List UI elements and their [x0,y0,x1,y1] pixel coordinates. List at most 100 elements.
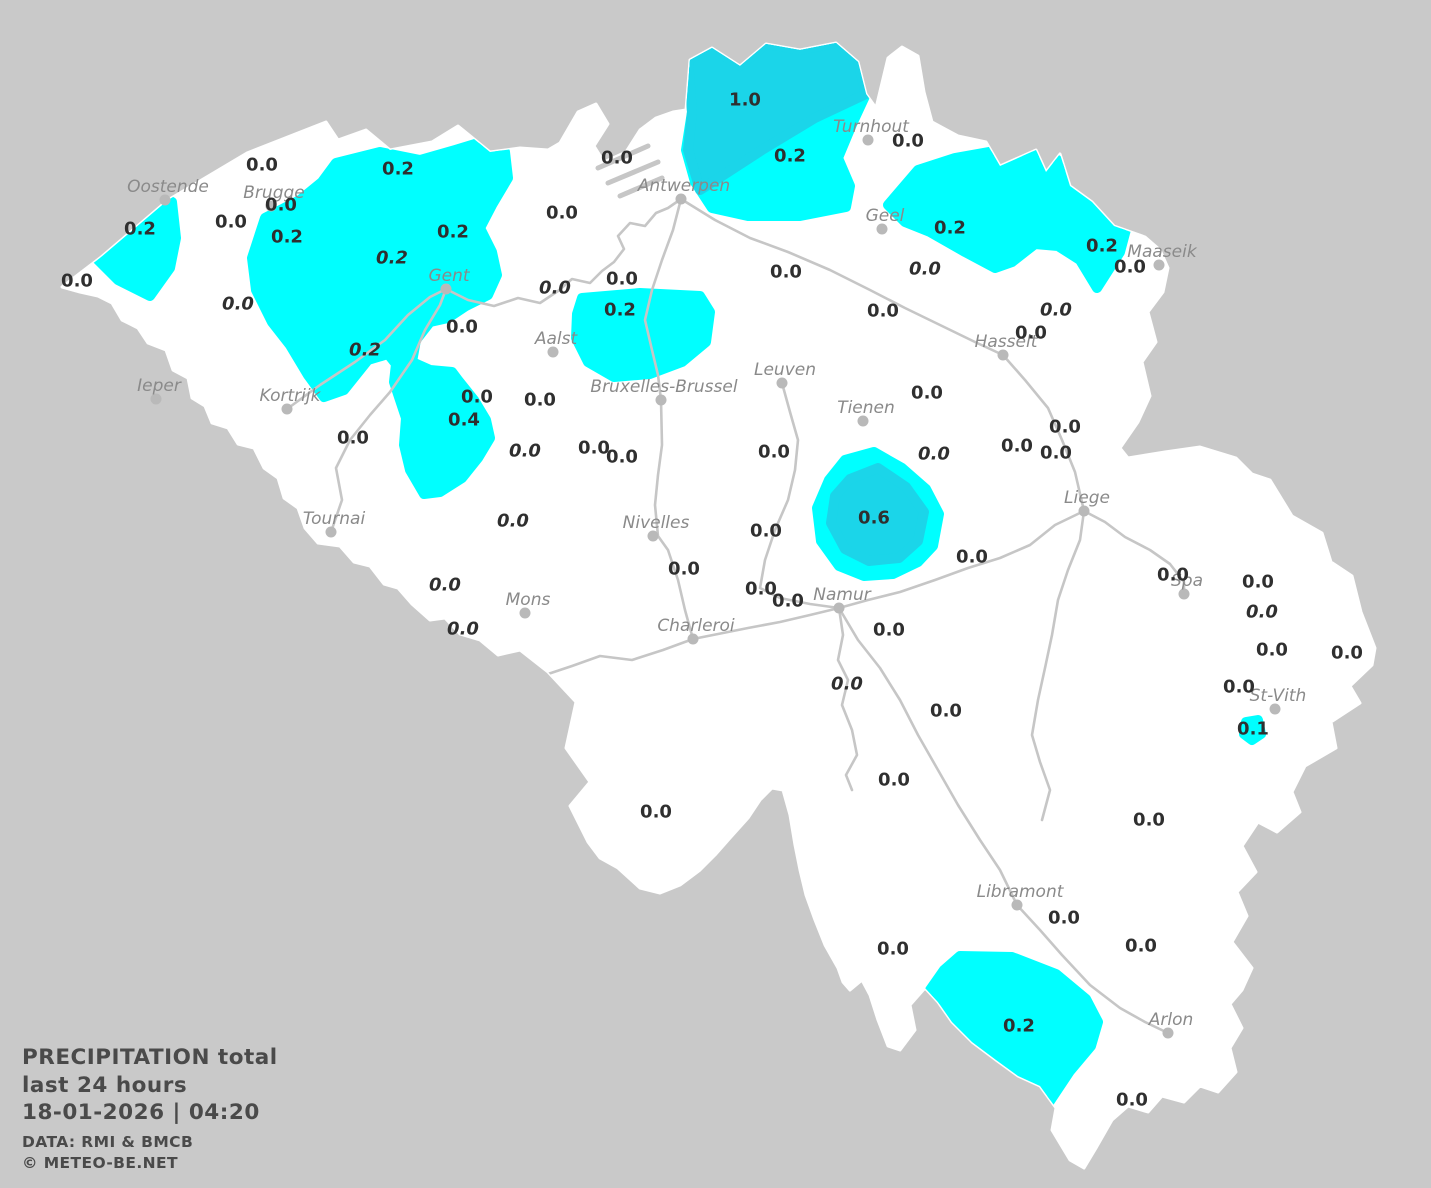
city-label: Spa [1171,571,1203,591]
city-label: Nivelles [623,513,690,533]
city-dot [997,349,1009,361]
city-label: Bruxelles-Brussel [590,377,737,397]
legend-copyright: © METEO-BE.NET [22,1154,178,1173]
city-label: Charleroi [657,616,735,636]
precip-region-antwerpen-north-core [683,43,871,195]
station-value: 0.0 [509,441,541,462]
station-value: 0.0 [758,442,790,463]
station-value: 0.0 [1246,602,1278,623]
station-value: 0.0 [446,317,478,338]
city-label: Tienen [837,398,895,418]
station-value: 0.0 [640,802,672,823]
city-dot [675,193,687,205]
legend-title: PRECIPITATION total [22,1045,278,1070]
road-line [444,197,683,308]
road-line [329,287,448,534]
city-dot [519,607,531,619]
city-dot [687,633,699,645]
station-value: 0.0 [668,559,700,580]
station-value: 0.2 [1086,236,1118,257]
city-dot [159,194,171,206]
city-label: Aalst [534,329,579,349]
legend-source: DATA: RMI & BMCB [22,1132,194,1151]
station-value: 0.0 [1223,677,1255,698]
station-value: 0.0 [956,547,988,568]
station-value: 0.2 [349,340,381,361]
road-line [285,287,448,411]
station-value: 0.0 [1125,936,1157,957]
city-label: Liege [1064,488,1110,508]
city-dot [876,223,888,235]
station-value: 0.0 [1242,572,1274,593]
city-label: Namur [813,585,871,605]
station-value: 0.0 [215,212,247,233]
station-value: 0.0 [909,259,941,280]
station-value: 0.2 [1003,1016,1035,1037]
city-label: Brugge [243,183,304,203]
station-value: 0.2 [124,219,156,240]
station-value: 0.0 [918,444,950,465]
city-label: Libramont [977,882,1065,902]
station-value: 0.6 [858,508,890,529]
road-line [1082,509,1186,596]
city-dot [1162,1027,1174,1039]
legend-datetime: 18-01-2026 | 04:20 [22,1100,260,1126]
station-value: 0.0 [930,701,962,722]
station-value: 0.0 [601,148,633,169]
station-value: 0.0 [539,278,571,299]
city-label: Gent [428,266,470,286]
station-values: 0.0 0.2 0.0 0.0 0.2 0.2 0.2 0.2 0.0 0.0 0.0 0.2 0.0 0… [61,90,1363,1111]
city-label: Maaseik [1127,242,1198,262]
city-dot [440,283,452,295]
station-value: 0.0 [911,383,943,404]
rivers-and-roads [285,143,1186,1035]
city-label: Ieper [137,376,182,396]
station-value: 0.2 [934,218,966,239]
station-value: 0.0 [770,262,802,283]
port-dock-line [617,175,665,199]
city-dot [150,393,162,405]
station-value: 0.0 [61,271,93,292]
station-value: 0.0 [772,591,804,612]
station-value: 0.0 [497,511,529,532]
station-value: 0.0 [831,674,863,695]
station-value: 0.0 [1049,417,1081,438]
station-value: 0.1 [1237,719,1269,740]
road-line [836,606,859,792]
station-value: 0.0 [877,939,909,960]
station-value: 0.0 [1040,300,1072,321]
station-value: 0.4 [448,410,480,431]
city-label: Mons [506,590,551,610]
city-label: Hasselt [975,332,1039,352]
station-value: 0.0 [867,301,899,322]
city-label: Arlon [1148,1010,1194,1030]
station-value: 0.0 [606,269,638,290]
station-value: 0.0 [1116,1090,1148,1111]
station-value: 0.0 [461,387,493,408]
city-label: St-Vith [1250,686,1307,706]
road-line [837,606,1170,1035]
station-value: 0.0 [429,575,461,596]
city-label: Geel [866,206,905,226]
road-line [837,509,1086,610]
station-value: 0.0 [265,195,297,216]
city-dot [857,415,869,427]
road-line [1030,509,1086,822]
station-value: 0.2 [604,300,636,321]
city-dot [1078,505,1090,517]
legend: PRECIPITATION total last 24 hours 18-01-… [22,1044,278,1174]
station-value: 0.0 [745,579,777,600]
station-value: 0.0 [1015,323,1047,344]
station-value: 0.0 [546,203,578,224]
station-value: 0.0 [246,155,278,176]
station-value: 0.0 [1040,443,1072,464]
city-dot [1269,703,1281,715]
city-label: Turnhout [833,117,910,137]
city-label: Antwerpen [637,176,730,196]
city-dot [1178,588,1190,600]
city-dot [547,346,559,358]
station-value: 0.2 [376,248,408,269]
station-value: 0.2 [382,159,414,180]
station-value: 0.0 [878,770,910,791]
